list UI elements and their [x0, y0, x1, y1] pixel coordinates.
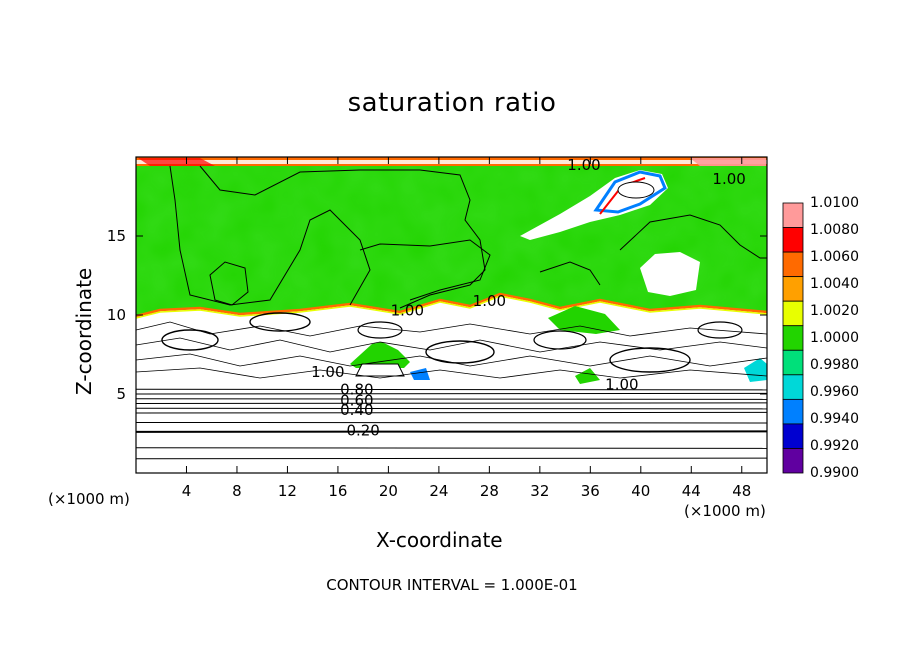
chart-title: saturation ratio	[347, 88, 557, 118]
colorbar-label: 0.9960	[810, 384, 859, 400]
colorbar-label: 1.0000	[810, 330, 859, 346]
contour-line	[136, 447, 767, 449]
colorbar-label: 1.0040	[810, 276, 859, 292]
contour-line	[136, 402, 767, 404]
colorbar-label: 1.0060	[810, 249, 859, 265]
x-tick-label: 36	[580, 482, 600, 500]
colorbar-label: 1.0100	[810, 195, 859, 211]
colorbar-swatch	[782, 300, 804, 327]
colorbar-swatch	[782, 448, 804, 474]
x-tick-label: 8	[232, 482, 242, 500]
contour-line	[136, 430, 767, 433]
colorbar-label: 0.9980	[810, 357, 859, 373]
contour-line	[136, 392, 767, 395]
contour-line	[136, 411, 767, 414]
contour-interval-note: CONTOUR INTERVAL = 1.000E-01	[326, 576, 578, 594]
x-axis-ticks	[185, 157, 743, 473]
colorbar-swatch	[782, 325, 804, 351]
colorbar-swatch	[782, 349, 804, 376]
y-tick-label: 5	[116, 385, 126, 403]
contour-label: 0.20	[346, 421, 379, 439]
colorbar-swatch	[782, 202, 804, 228]
colorbar-label: 0.9940	[810, 411, 859, 427]
contour-line	[136, 398, 767, 400]
contour-label: 1.00	[473, 292, 506, 310]
horizontal-contours	[136, 388, 767, 460]
x-unit-label-right: (×1000 m)	[684, 502, 766, 520]
x-tick-label: 48	[732, 482, 752, 500]
contour-label: 0.40	[340, 401, 373, 419]
colorbar-swatch	[782, 374, 804, 400]
colorbar-swatch	[782, 227, 804, 253]
x-tick-label: 16	[328, 482, 348, 500]
colorbar-swatch	[782, 423, 804, 449]
contour-line	[136, 407, 767, 410]
contour-labels: 0.200.400.600.801.001.001.001.001.001.00	[311, 156, 746, 439]
colorbar-label: 1.0020	[810, 303, 859, 319]
lower-unsaturated-region	[136, 294, 767, 473]
y-axis-label: Z-coordinate	[72, 267, 96, 395]
y-tick-label: 15	[106, 227, 126, 245]
colorbar-swatch	[782, 251, 804, 278]
x-unit-label-left: (×1000 m)	[48, 490, 130, 508]
x-tick-label: 24	[429, 482, 449, 500]
y-axis-ticks	[136, 235, 767, 395]
y-tick-label: 10	[106, 306, 126, 324]
x-tick-label: 44	[681, 482, 701, 500]
x-tick-label: 32	[530, 482, 550, 500]
colorbar-swatch	[782, 398, 804, 425]
saturated-bump	[350, 342, 410, 368]
contour-label: 1.00	[391, 301, 424, 319]
contour-label: 1.00	[605, 376, 638, 394]
contour-line	[136, 388, 767, 391]
x-tick-label: 4	[181, 482, 192, 500]
colorbar-label: 0.9920	[810, 438, 859, 454]
field-layer	[136, 157, 767, 473]
colorbar-label: 0.9900	[810, 465, 859, 481]
x-axis-label: X-coordinate	[376, 528, 503, 552]
x-tick-label: 40	[631, 482, 651, 500]
contour-label: 1.00	[311, 363, 344, 381]
contour-label: 1.00	[567, 156, 600, 174]
colorbar-swatch	[782, 276, 804, 302]
x-tick-label: 20	[378, 482, 398, 500]
x-tick-label: 28	[479, 482, 499, 500]
x-tick-label: 12	[277, 482, 297, 500]
dry-patch-right	[640, 252, 700, 296]
contour-line	[136, 421, 767, 424]
contour-label: 1.00	[712, 170, 745, 188]
contour-label: 0.60	[340, 391, 373, 409]
colorbar	[782, 202, 804, 474]
contour-line	[136, 457, 767, 460]
contour-label: 0.80	[340, 380, 373, 398]
colorbar-label: 1.0080	[810, 222, 859, 238]
